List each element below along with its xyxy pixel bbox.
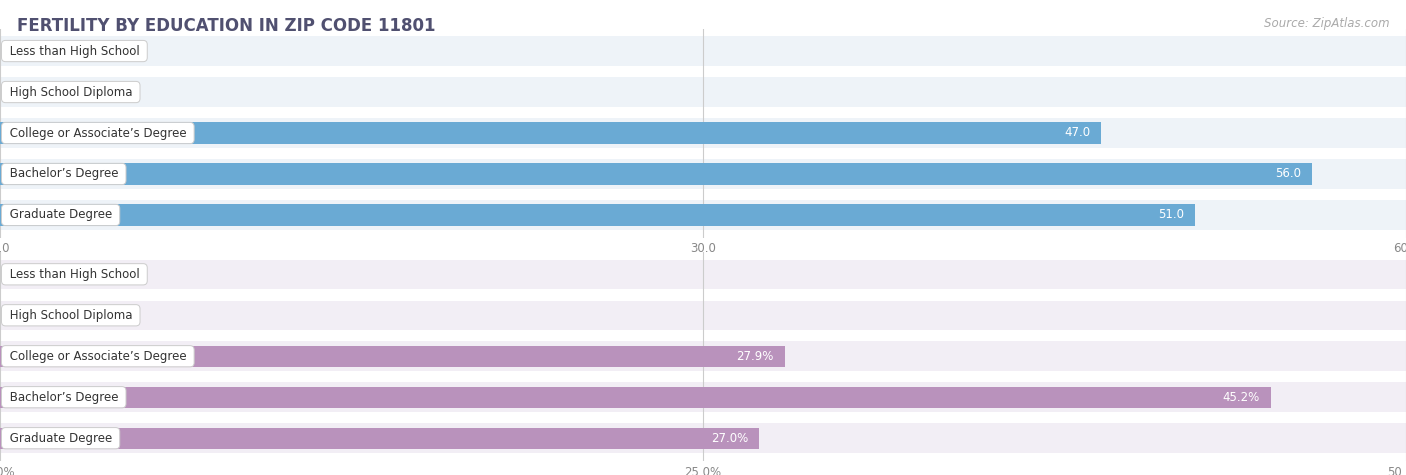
FancyBboxPatch shape xyxy=(0,36,1406,66)
FancyBboxPatch shape xyxy=(0,77,1406,107)
Text: 0.0%: 0.0% xyxy=(17,268,46,281)
FancyBboxPatch shape xyxy=(0,382,1406,412)
Text: Source: ZipAtlas.com: Source: ZipAtlas.com xyxy=(1264,17,1389,29)
Text: 27.9%: 27.9% xyxy=(735,350,773,363)
Bar xyxy=(0,346,785,367)
Text: 45.2%: 45.2% xyxy=(1223,391,1260,404)
Text: Bachelor’s Degree: Bachelor’s Degree xyxy=(6,391,122,404)
Bar xyxy=(0,163,1312,185)
FancyBboxPatch shape xyxy=(0,159,1406,189)
Text: Less than High School: Less than High School xyxy=(6,45,143,57)
Text: Bachelor’s Degree: Bachelor’s Degree xyxy=(6,168,122,180)
Text: College or Associate’s Degree: College or Associate’s Degree xyxy=(6,126,190,140)
FancyBboxPatch shape xyxy=(0,301,1406,330)
FancyBboxPatch shape xyxy=(0,342,1406,371)
Text: 51.0: 51.0 xyxy=(1159,209,1184,221)
FancyBboxPatch shape xyxy=(0,259,1406,289)
FancyBboxPatch shape xyxy=(0,423,1406,453)
Text: 56.0: 56.0 xyxy=(1275,168,1301,180)
Bar xyxy=(0,387,1271,408)
Text: Graduate Degree: Graduate Degree xyxy=(6,432,115,445)
Text: 47.0: 47.0 xyxy=(1064,126,1090,140)
Text: Graduate Degree: Graduate Degree xyxy=(6,209,115,221)
Bar xyxy=(0,204,1195,226)
FancyBboxPatch shape xyxy=(0,200,1406,230)
Bar xyxy=(0,428,759,449)
Text: 27.0%: 27.0% xyxy=(711,432,748,445)
Text: 0.0: 0.0 xyxy=(17,86,35,98)
Text: College or Associate’s Degree: College or Associate’s Degree xyxy=(6,350,190,363)
Text: 0.0%: 0.0% xyxy=(17,309,46,322)
FancyBboxPatch shape xyxy=(0,118,1406,148)
Text: FERTILITY BY EDUCATION IN ZIP CODE 11801: FERTILITY BY EDUCATION IN ZIP CODE 11801 xyxy=(17,17,436,35)
Text: High School Diploma: High School Diploma xyxy=(6,86,136,98)
Text: 0.0: 0.0 xyxy=(17,45,35,57)
Text: High School Diploma: High School Diploma xyxy=(6,309,136,322)
Bar xyxy=(0,123,1101,143)
Text: Less than High School: Less than High School xyxy=(6,268,143,281)
